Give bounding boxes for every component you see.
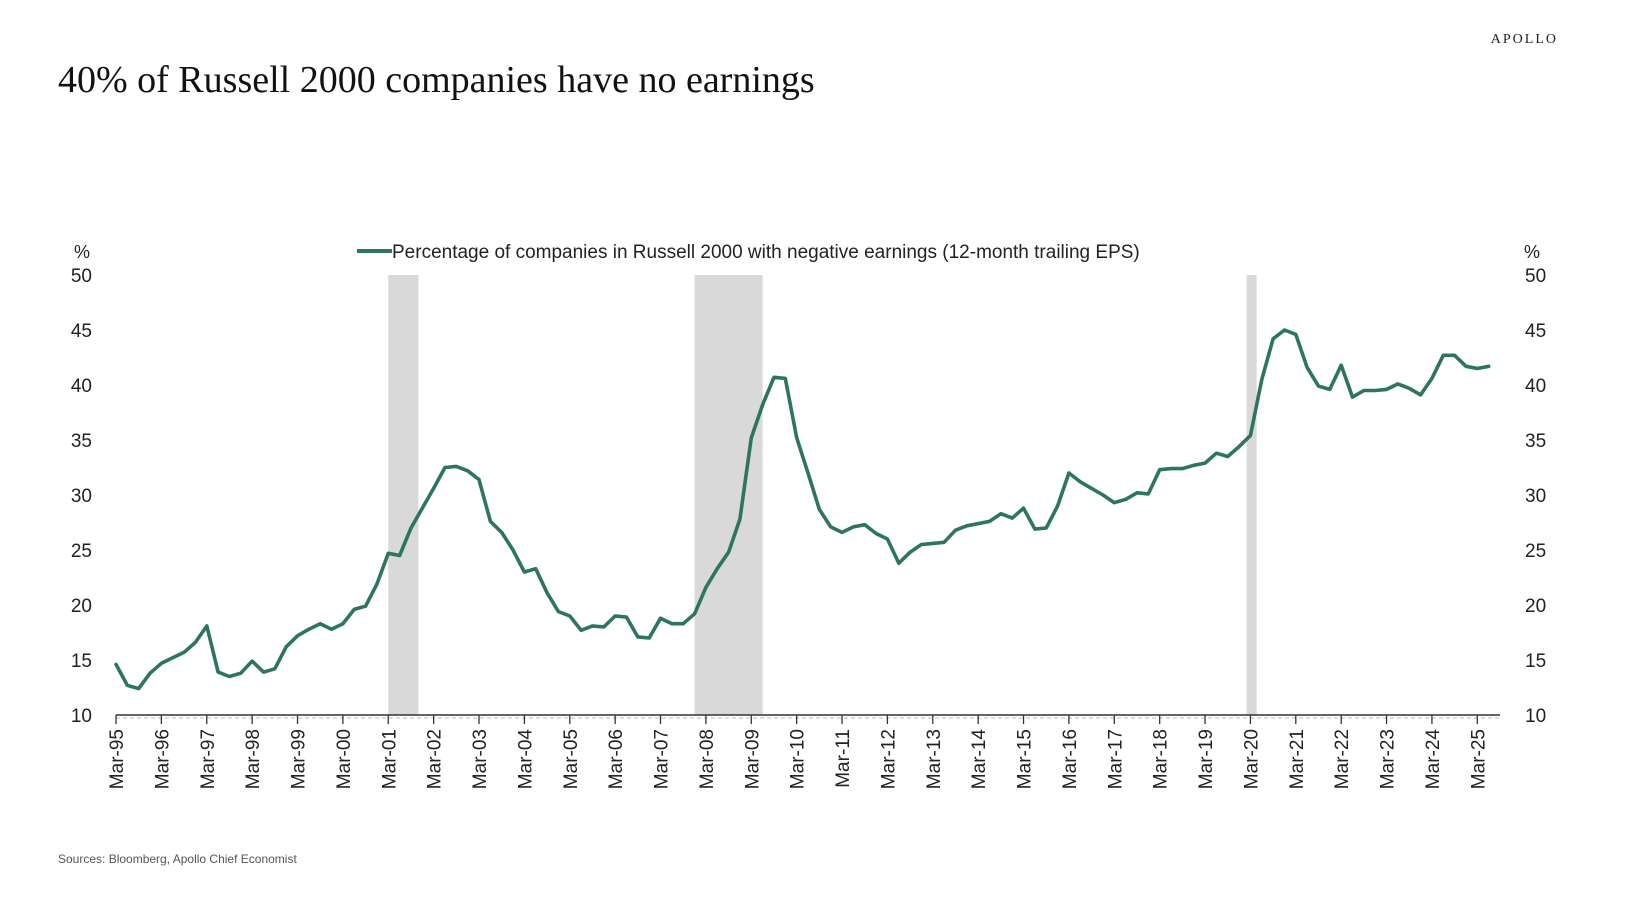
- y-tick-label-right: 30: [1525, 486, 1546, 507]
- y-tick-label-right: 50: [1525, 266, 1546, 287]
- x-tick-label: Mar-96: [152, 729, 173, 789]
- x-tick-label: Mar-97: [198, 729, 219, 789]
- x-tick-label: Mar-00: [334, 729, 355, 789]
- x-tick-label: Mar-05: [561, 729, 582, 789]
- x-tick-label: Mar-02: [425, 729, 446, 789]
- x-tick-label: Mar-18: [1151, 729, 1172, 789]
- x-tick-label: Mar-23: [1378, 729, 1399, 789]
- recession-bands: [388, 275, 1257, 715]
- x-tick-label: Mar-98: [243, 729, 264, 789]
- x-tick-label: Mar-16: [1060, 729, 1081, 789]
- x-tick-label: Mar-13: [924, 729, 945, 789]
- x-tick-label: Mar-19: [1196, 729, 1217, 789]
- recession-band-1: [388, 275, 419, 715]
- y-tick-label-right: 40: [1525, 376, 1546, 397]
- x-tick-label: Mar-01: [379, 729, 400, 789]
- x-tick-label: Mar-17: [1105, 729, 1126, 789]
- x-tick-label: Mar-14: [969, 729, 990, 790]
- x-tick-label: Mar-03: [470, 729, 491, 789]
- y-tick-label-right: 45: [1525, 321, 1546, 342]
- axes: 10 10 15 15 20 20 25 25 30 30 35 35 40 40 45 45 50 50% % Ma…: [71, 242, 1546, 789]
- y-tick-label-right: 25: [1525, 541, 1546, 562]
- y-tick-label-left: 45: [71, 321, 92, 342]
- x-tick-label: Mar-15: [1015, 729, 1036, 789]
- recession-band-2: [694, 275, 763, 715]
- y-tick-label-left: 20: [71, 596, 92, 617]
- y-unit-right: %: [1524, 242, 1540, 262]
- x-tick-label: Mar-10: [788, 729, 809, 789]
- y-tick-label-left: 35: [71, 431, 92, 452]
- y-tick-label-left: 30: [71, 486, 92, 507]
- x-tick-label: Mar-12: [878, 729, 899, 789]
- y-tick-label-left: 40: [71, 376, 92, 397]
- recession-band-3: [1246, 275, 1257, 715]
- y-tick-label-left: 25: [71, 541, 92, 562]
- x-tick-label: Mar-07: [652, 729, 673, 789]
- y-tick-label-left: 50: [71, 266, 92, 287]
- y-tick-label-right: 35: [1525, 431, 1546, 452]
- x-tick-label: Mar-24: [1423, 729, 1444, 790]
- legend-label: Percentage of companies in Russell 2000 …: [392, 242, 1140, 263]
- y-tick-label-right: 15: [1525, 651, 1546, 672]
- x-tick-label: Mar-08: [697, 729, 718, 789]
- legend: Percentage of companies in Russell 2000 …: [357, 242, 1140, 263]
- series-line-1: [114, 328, 1491, 691]
- x-tick-label: Mar-09: [742, 729, 763, 789]
- apollo-logo-text: APOLLO: [1490, 32, 1558, 47]
- x-tick-label: Mar-20: [1241, 729, 1262, 789]
- x-tick-label: Mar-06: [606, 729, 627, 789]
- y-unit-left: %: [74, 242, 90, 262]
- x-tick-label: Mar-99: [289, 729, 310, 789]
- x-tick-label: Mar-04: [515, 729, 536, 790]
- y-tick-label-left: 10: [71, 706, 92, 727]
- y-tick-label-left: 15: [71, 651, 92, 672]
- series-layer: [114, 328, 1491, 691]
- source-note: Sources: Bloomberg, Apollo Chief Economi…: [58, 852, 297, 866]
- chart-title: 40% of Russell 2000 companies have no ea…: [58, 59, 815, 101]
- x-tick-label: Mar-25: [1468, 729, 1489, 789]
- y-tick-label-right: 10: [1525, 706, 1546, 727]
- x-tick-label: Mar-22: [1332, 729, 1353, 789]
- x-tick-label: Mar-11: [833, 729, 854, 788]
- y-tick-label-right: 20: [1525, 596, 1546, 617]
- x-tick-label: Mar-95: [107, 729, 128, 789]
- x-tick-label: Mar-21: [1287, 729, 1308, 789]
